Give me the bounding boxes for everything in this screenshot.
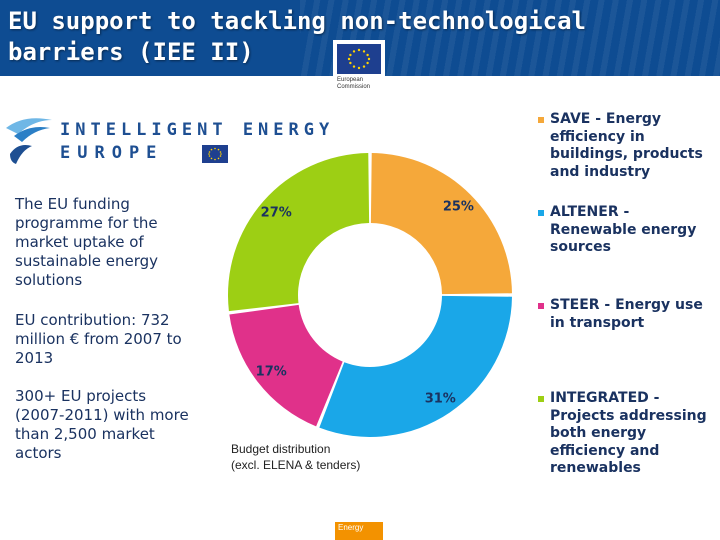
legend-swatch-steer — [538, 303, 544, 309]
ec-logo-line2: Commission — [337, 84, 371, 90]
donut-slice-altener — [319, 295, 512, 438]
chart-caption-line1: Budget distribution — [231, 442, 331, 456]
page-title: EU support to tackling non-technological… — [8, 7, 586, 66]
donut-slice-integrated — [228, 153, 370, 312]
header-bar: EU support to tackling non-technological… — [0, 0, 720, 76]
eu-contribution-text: EU contribution: 732 million € from 2007… — [15, 311, 182, 367]
legend-label-save: SAVE - Energy efficiency in buildings, p… — [550, 111, 703, 180]
intelligent-energy-europe-logo: INTELLIGENT ENERGY EUROPE — [4, 112, 364, 170]
legend-item-altener: ALTENER - Renewable energy sources — [538, 204, 720, 257]
legend-swatch-save — [538, 117, 544, 123]
footer-energy-tag: Energy — [335, 522, 383, 540]
iee-logo-line1: INTELLIGENT ENERGY — [60, 120, 335, 140]
eu-flag-icon — [337, 44, 381, 74]
iee-swoosh-icon — [6, 118, 52, 164]
iee-logo-line2: EUROPE — [60, 143, 164, 163]
programme-description: The EU funding programme for the market … — [15, 195, 159, 289]
legend-label-altener: ALTENER - Renewable energy sources — [550, 204, 697, 255]
eu-mini-flag-icon — [202, 145, 228, 163]
ec-logo-line1: European — [337, 77, 364, 83]
budget-donut-chart: 25% 31% 17% 27% — [228, 153, 512, 438]
european-commission-logo: European Commission — [333, 40, 385, 100]
chart-caption-line2: (excl. ELENA & tenders) — [231, 458, 361, 472]
donut-label-steer: 17% — [256, 365, 287, 380]
legend-item-steer: STEER - Energy use in transport — [538, 297, 720, 332]
donut-label-integrated: 27% — [261, 205, 292, 220]
donut-slice-steer — [229, 304, 343, 427]
legend-label-integrated: INTEGRATED - Projects addressing both en… — [550, 390, 707, 476]
donut-label-altener: 31% — [425, 391, 456, 406]
ec-logo-text: European Commission — [337, 77, 370, 91]
legend-swatch-altener — [538, 210, 544, 216]
legend-item-save: SAVE - Energy efficiency in buildings, p… — [538, 111, 720, 181]
chart-caption: Budget distribution (excl. ELENA & tende… — [231, 441, 360, 473]
donut-slice-save — [370, 153, 512, 295]
legend-item-integrated: INTEGRATED - Projects addressing both en… — [538, 390, 720, 478]
donut-label-save: 25% — [443, 200, 474, 215]
legend-swatch-integrated — [538, 396, 544, 402]
legend-label-steer: STEER - Energy use in transport — [550, 297, 703, 331]
projects-text: 300+ EU projects (2007-2011) with more t… — [15, 387, 189, 462]
